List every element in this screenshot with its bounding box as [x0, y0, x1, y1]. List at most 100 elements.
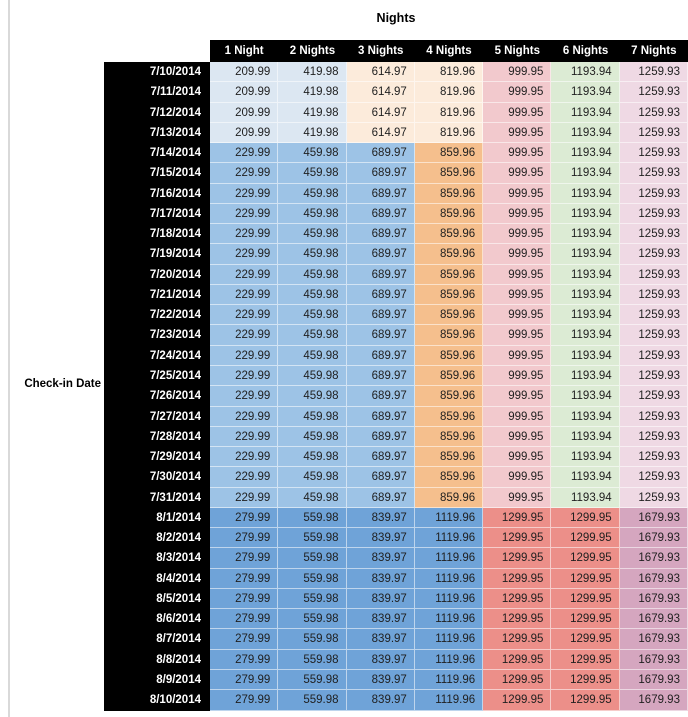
price-cell: 999.95 — [483, 224, 552, 245]
price-cell: 1299.95 — [551, 548, 620, 569]
price-cell: 999.95 — [483, 345, 552, 366]
price-cell: 689.97 — [346, 183, 415, 204]
price-cell: 1299.95 — [551, 507, 620, 529]
price-cell: 1679.93 — [619, 548, 688, 569]
price-cell: 1259.93 — [619, 426, 688, 448]
price-cell: 859.96 — [414, 447, 484, 468]
price-cell: 1259.93 — [619, 224, 688, 245]
date-cell: 7/13/2014 — [104, 122, 210, 144]
corner-cell — [104, 40, 210, 62]
col-header: 1 Night — [210, 40, 279, 62]
price-cell: 1299.95 — [483, 548, 552, 569]
price-cell: 999.95 — [483, 143, 552, 164]
price-cell: 1259.93 — [619, 183, 688, 204]
price-cell: 1259.93 — [619, 365, 688, 387]
col-header: 7 Nights — [619, 40, 688, 62]
date-cell: 7/23/2014 — [104, 325, 210, 346]
price-cell: 1299.95 — [551, 669, 620, 691]
date-cell: 7/10/2014 — [104, 62, 210, 83]
price-cell: 689.97 — [346, 467, 415, 488]
price-cell: 229.99 — [210, 183, 279, 204]
price-cell: 859.96 — [414, 264, 484, 285]
price-cell: 689.97 — [346, 325, 415, 346]
price-cell: 1259.93 — [619, 102, 688, 123]
date-cell: 8/1/2014 — [104, 507, 210, 529]
price-cell: 1259.93 — [619, 345, 688, 366]
price-cell: 229.99 — [210, 143, 279, 164]
date-cell: 7/21/2014 — [104, 284, 210, 306]
price-cell: 1679.93 — [619, 690, 688, 711]
price-cell: 559.98 — [278, 568, 347, 589]
price-cell: 859.96 — [414, 305, 484, 326]
price-cell: 229.99 — [210, 467, 279, 488]
price-cell: 859.96 — [414, 284, 484, 306]
price-cell: 1193.94 — [551, 365, 620, 387]
price-cell: 999.95 — [483, 122, 552, 144]
date-cell: 7/25/2014 — [104, 365, 210, 387]
price-cell: 1259.93 — [619, 487, 688, 508]
price-cell: 1259.93 — [619, 62, 688, 83]
price-cell: 1679.93 — [619, 588, 688, 610]
price-cell: 459.98 — [278, 325, 347, 346]
price-cell: 999.95 — [483, 487, 552, 508]
price-cell: 1259.93 — [619, 203, 688, 225]
price-cell: 559.98 — [278, 690, 347, 711]
price-cell: 839.97 — [346, 528, 415, 549]
price-cell: 999.95 — [483, 183, 552, 204]
price-cell: 459.98 — [278, 305, 347, 326]
price-cell: 1259.93 — [619, 264, 688, 285]
date-cell: 7/11/2014 — [104, 82, 210, 103]
price-cell: 1193.94 — [551, 122, 620, 144]
price-cell: 1193.94 — [551, 264, 620, 285]
price-cell: 229.99 — [210, 426, 279, 448]
price-cell: 999.95 — [483, 467, 552, 488]
price-cell: 859.96 — [414, 143, 484, 164]
price-cell: 279.99 — [210, 528, 279, 549]
price-cell: 1193.94 — [551, 426, 620, 448]
price-cell: 1119.96 — [414, 548, 484, 569]
price-cell: 689.97 — [346, 264, 415, 285]
price-cell: 459.98 — [278, 163, 347, 184]
price-cell: 1193.94 — [551, 244, 620, 265]
price-cell: 279.99 — [210, 588, 279, 610]
price-cell: 859.96 — [414, 244, 484, 265]
price-cell: 279.99 — [210, 649, 279, 670]
price-cell: 859.96 — [414, 386, 484, 407]
price-cell: 1299.95 — [551, 568, 620, 589]
price-cell: 559.98 — [278, 609, 347, 630]
price-cell: 689.97 — [346, 426, 415, 448]
price-cell: 614.97 — [346, 62, 415, 83]
price-cell: 1299.95 — [551, 649, 620, 670]
price-cell: 209.99 — [210, 82, 279, 103]
price-cell: 1679.93 — [619, 629, 688, 650]
price-cell: 1299.95 — [483, 507, 552, 529]
price-cell: 459.98 — [278, 345, 347, 366]
price-cell: 999.95 — [483, 203, 552, 225]
price-cell: 1299.95 — [483, 609, 552, 630]
price-cell: 1193.94 — [551, 487, 620, 508]
date-cell: 7/26/2014 — [104, 386, 210, 407]
price-cell: 419.98 — [278, 122, 347, 144]
price-cell: 279.99 — [210, 609, 279, 630]
price-cell: 559.98 — [278, 649, 347, 670]
price-cell: 459.98 — [278, 183, 347, 204]
price-cell: 859.96 — [414, 345, 484, 366]
price-cell: 229.99 — [210, 325, 279, 346]
date-cell: 7/20/2014 — [104, 264, 210, 285]
left-gridline — [8, 0, 10, 717]
price-cell: 1259.93 — [619, 163, 688, 184]
price-cell: 1259.93 — [619, 386, 688, 407]
price-cell: 1193.94 — [551, 386, 620, 407]
price-cell: 1299.95 — [551, 528, 620, 549]
price-cell: 999.95 — [483, 264, 552, 285]
price-cell: 689.97 — [346, 345, 415, 366]
price-cell: 839.97 — [346, 629, 415, 650]
price-cell: 1259.93 — [619, 325, 688, 346]
price-cell: 459.98 — [278, 406, 347, 427]
date-cell: 8/3/2014 — [104, 548, 210, 569]
price-cell: 279.99 — [210, 669, 279, 691]
price-cell: 1259.93 — [619, 406, 688, 427]
date-cell: 8/7/2014 — [104, 629, 210, 650]
price-cell: 1259.93 — [619, 284, 688, 306]
price-cell: 859.96 — [414, 163, 484, 184]
